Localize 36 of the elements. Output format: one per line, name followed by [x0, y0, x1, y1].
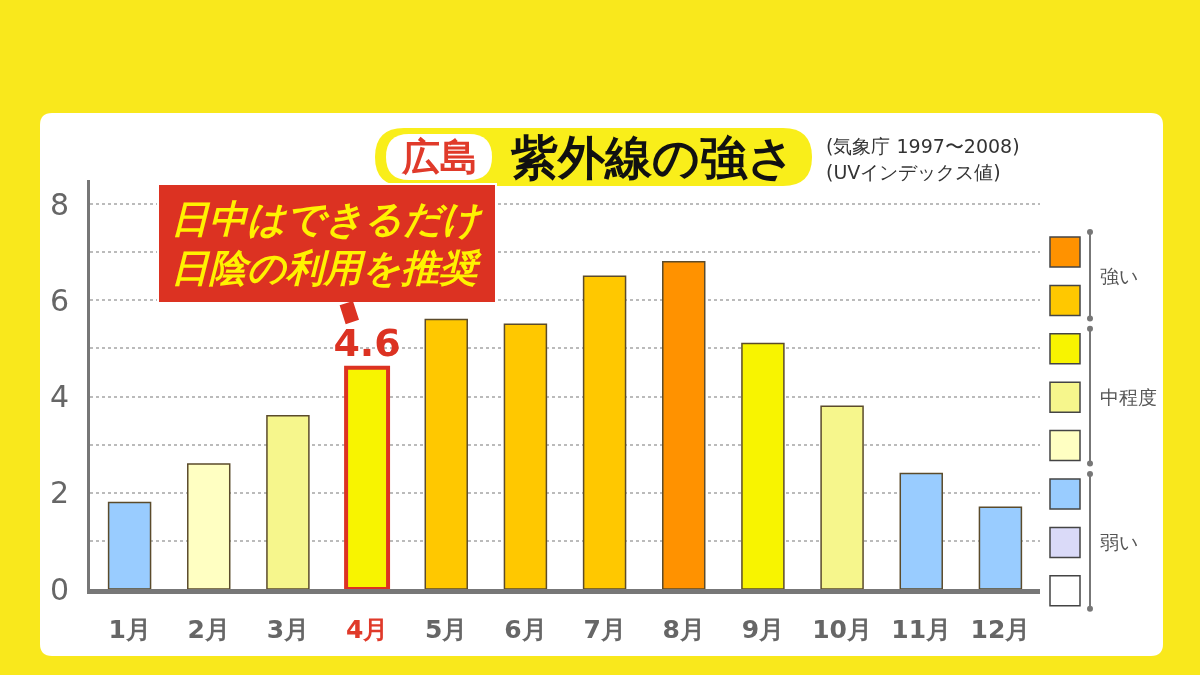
bar [266, 415, 310, 589]
x-tick-label: 6月 [504, 615, 547, 644]
x-tick-label: 5月 [425, 615, 468, 644]
x-tick-label: 11月 [891, 615, 952, 644]
x-tick-label: 2月 [187, 615, 230, 644]
bar [187, 463, 231, 589]
text: (気象庁 1997〜2008) [826, 135, 1020, 157]
x-tick-label: 7月 [583, 615, 626, 644]
bar [424, 318, 468, 589]
annotation: (UVインデックス値) [826, 161, 1001, 183]
y-tick-label: 2 [49, 475, 69, 511]
bar [582, 275, 627, 589]
bar [899, 472, 943, 589]
bar [741, 342, 785, 589]
bar [107, 501, 152, 589]
x-tick-label: 4月 [345, 615, 389, 644]
bar [820, 405, 864, 589]
x-tick-label: 1月 [108, 615, 151, 644]
legend-label: 中程度 [1100, 386, 1157, 408]
y-tick-label: 8 [49, 186, 69, 222]
bar [662, 261, 706, 589]
legend-label: 強い [1100, 265, 1138, 287]
x-tick-label: 10月 [812, 615, 872, 644]
annotation: 日中はできるだけ日陰の利用を推奨 [171, 197, 483, 291]
bar [503, 323, 548, 589]
x-tick-label: 8月 [662, 615, 705, 644]
x-tick-label: 9月 [741, 615, 785, 644]
x-tick-label: 3月 [266, 615, 310, 644]
bar [978, 506, 1023, 589]
y-tick-label: 6 [49, 282, 69, 318]
chart-title: 紫外線の強さ [510, 130, 795, 185]
chart-subtitle: 広島 [401, 135, 478, 179]
x-tick-label: 12月 [970, 615, 1031, 644]
y-tick-label: 4 [49, 379, 69, 415]
legend-label: 弱い [1100, 531, 1138, 553]
y-tick-label: 0 [49, 571, 69, 607]
